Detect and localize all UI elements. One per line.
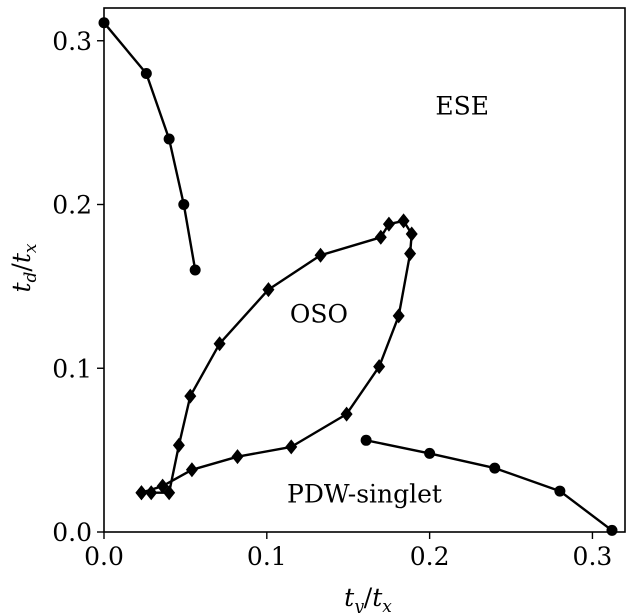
plot-area: ESE OSO PDW-singlet: [98, 7, 626, 536]
region-label: OSO: [290, 299, 348, 328]
series-3-point: [185, 462, 198, 478]
series-2-point: [360, 434, 372, 446]
series-3-point: [262, 282, 275, 298]
series-2-point: [606, 524, 618, 536]
series-3-point: [163, 485, 176, 501]
series-3-point: [314, 247, 327, 263]
y-tick-label: 0.1: [52, 354, 92, 383]
series-1-point: [189, 264, 201, 276]
series-2-point: [424, 447, 436, 459]
y-tick-label: 0.0: [52, 518, 92, 547]
axis-ticks: 0.0 0.1 0.2 0.3 0.0 0.1 0.2 0.3: [52, 27, 612, 571]
y-tick-label: 0.3: [52, 27, 92, 56]
series-3-point: [184, 388, 197, 404]
series-3-point: [374, 229, 387, 245]
series-3-point: [135, 485, 148, 501]
region-label: ESE: [435, 91, 489, 120]
series-3-point: [373, 359, 386, 375]
x-tick-label: 0.0: [84, 542, 124, 571]
axis-labels: ty/tx td/tx: [7, 243, 392, 613]
series-3-point: [145, 485, 158, 501]
series-3-point: [340, 406, 353, 422]
x-tick-label: 0.2: [410, 542, 450, 571]
series-3-point: [392, 308, 405, 324]
region-label: PDW-singlet: [287, 480, 442, 509]
series-3-point: [397, 213, 410, 229]
series-3-point: [405, 226, 418, 242]
series-3-point: [231, 449, 244, 465]
series-3-point: [213, 336, 226, 352]
series-3-point: [285, 439, 298, 455]
x-axis-label: ty/tx: [344, 583, 392, 613]
series-3-point: [172, 437, 185, 453]
x-tick-label: 0.1: [247, 542, 287, 571]
series-2-point: [489, 462, 501, 474]
series-2-point: [554, 485, 566, 497]
series-1-point: [98, 17, 110, 29]
axes-frame: [103, 7, 626, 533]
series-1-point: [140, 68, 152, 79]
y-tick-label: 0.2: [52, 191, 92, 220]
series-1-point: [163, 133, 175, 145]
series-1-point: [178, 199, 190, 210]
series-3-point: [382, 216, 395, 232]
series-3-point: [404, 246, 417, 262]
y-axis-label: td/tx: [7, 243, 41, 292]
x-tick-label: 0.3: [573, 542, 613, 571]
series-1-line: [103, 21, 197, 271]
series-3-line: [141, 219, 413, 494]
